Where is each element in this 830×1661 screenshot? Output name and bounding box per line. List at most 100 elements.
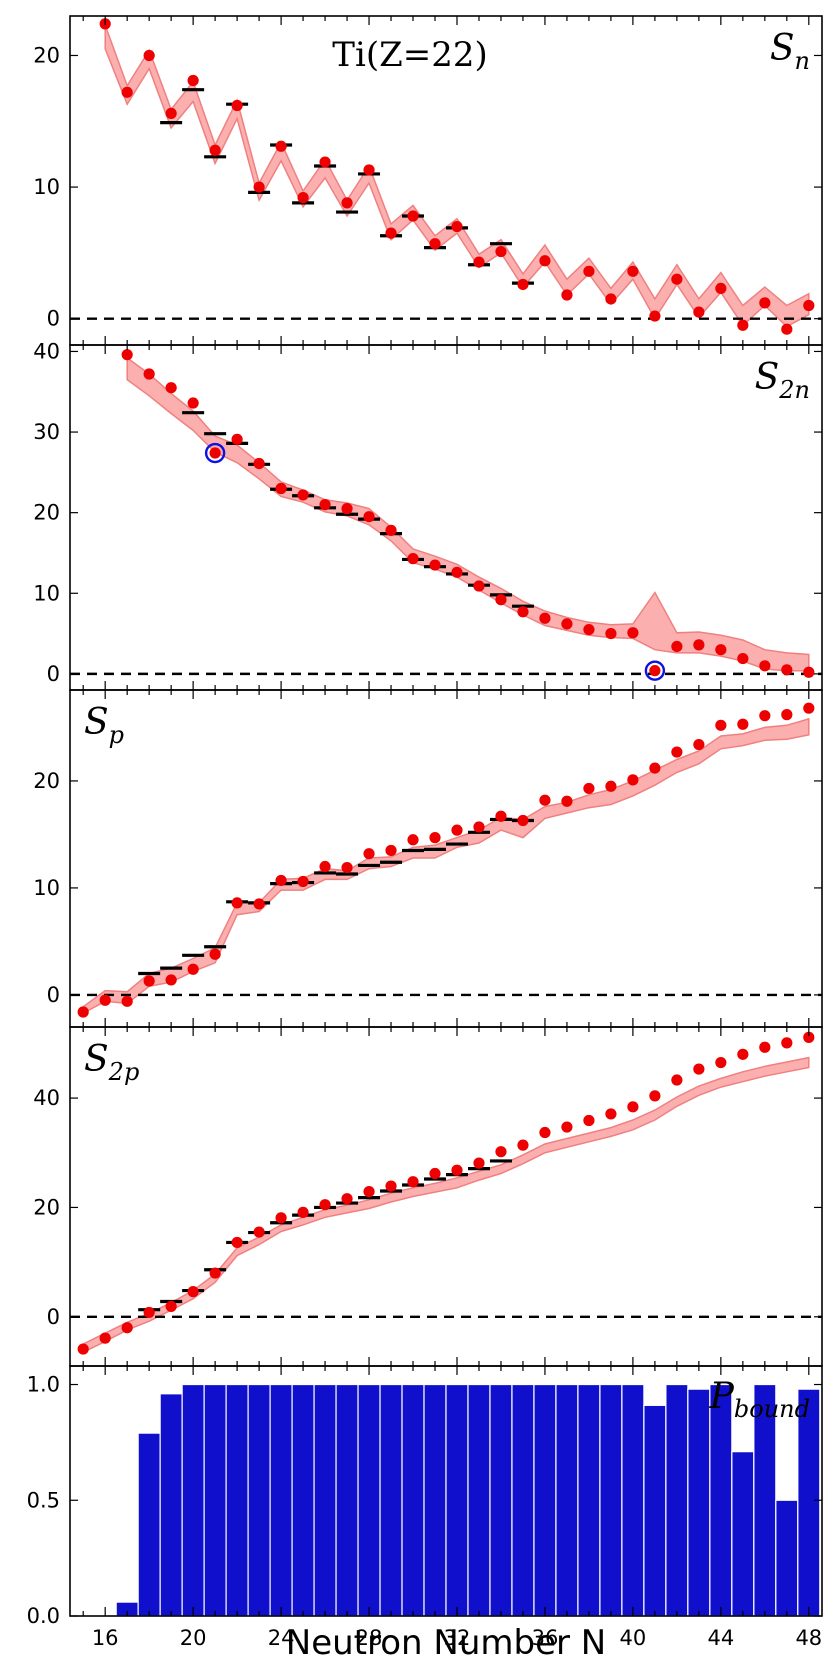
y-tick-label: 10 [33, 581, 60, 605]
probability-bar-N25 [291, 1383, 315, 1616]
prediction-point-N41 [649, 665, 661, 677]
probability-bar-N33 [467, 1383, 491, 1616]
x-axis-label: Neutron Number N [286, 1623, 606, 1661]
chart-title: Ti(Z=22) [332, 35, 487, 75]
prediction-point-N43 [693, 1063, 705, 1075]
prediction-point-N33 [473, 821, 485, 833]
x-tick-label: 44 [707, 1626, 734, 1650]
prediction-point-N21 [209, 1267, 221, 1279]
prediction-point-N36 [539, 612, 551, 624]
x-tick-label: 32 [444, 1626, 471, 1650]
prediction-point-N17 [121, 86, 133, 98]
prediction-point-N35 [517, 814, 529, 827]
prediction-point-N17 [121, 1322, 133, 1334]
panel-label-Sp: Sp [84, 702, 124, 749]
x-tick-label: 24 [268, 1626, 295, 1650]
y-tick-label: 40 [33, 1086, 60, 1110]
probability-bar-N36 [533, 1383, 557, 1616]
prediction-point-N26 [319, 499, 331, 511]
panel-plot-area [70, 702, 822, 1018]
panel-frame [69, 1026, 823, 1367]
prediction-point-N47 [781, 664, 793, 676]
panel-label-S2p: S2p [84, 1039, 139, 1086]
panel-label-S2n: S2n [755, 357, 810, 404]
probability-bar-N24 [269, 1383, 293, 1616]
prediction-point-N29 [385, 227, 397, 239]
prediction-point-N39 [605, 293, 617, 305]
panel-label-sub: 2p [108, 1058, 140, 1086]
prediction-point-N31 [429, 238, 441, 250]
prediction-point-N42 [671, 640, 683, 653]
prediction-point-N39 [605, 627, 617, 640]
prediction-point-N33 [473, 1157, 485, 1169]
prediction-point-N22 [231, 897, 243, 909]
prediction-point-N46 [759, 710, 771, 722]
prediction-point-N25 [297, 1206, 309, 1218]
prediction-point-N45 [737, 1048, 749, 1060]
prediction-point-N22 [231, 433, 243, 445]
prediction-point-N42 [671, 746, 683, 758]
probability-bar-N29 [379, 1383, 403, 1616]
y-tick-label: 0 [47, 983, 60, 1007]
panel-plot-area [115, 1383, 821, 1616]
prediction-point-N39 [605, 1108, 617, 1120]
prediction-point-N26 [319, 156, 331, 168]
prediction-point-N24 [275, 140, 287, 152]
prediction-point-N15 [77, 1006, 89, 1018]
prediction-point-N20 [187, 963, 199, 975]
y-tick-label: 10 [33, 876, 60, 900]
prediction-point-N26 [319, 860, 331, 873]
panel-label-sub: p [109, 721, 124, 749]
prediction-point-N23 [253, 1226, 265, 1238]
prediction-point-N41 [649, 1090, 661, 1102]
prediction-point-N45 [737, 319, 749, 331]
prediction-point-N18 [143, 368, 155, 380]
prediction-point-N20 [187, 74, 199, 87]
prediction-point-N40 [627, 265, 639, 277]
probability-bar-N28 [357, 1383, 381, 1616]
prediction-point-N19 [165, 1300, 177, 1313]
y-tick-label: 0 [47, 662, 60, 686]
panel-Sn: 0 10 20 Sn [33, 15, 823, 346]
prediction-point-N35 [517, 606, 529, 618]
probability-bar-N34 [489, 1383, 513, 1616]
panel-plot-area [70, 18, 822, 335]
prediction-point-N37 [561, 795, 573, 807]
probability-bar-N30 [401, 1383, 425, 1616]
prediction-point-N34 [495, 245, 507, 258]
y-tick-label: 40 [33, 339, 60, 363]
probability-bar-N37 [555, 1383, 579, 1616]
prediction-point-N28 [363, 848, 375, 860]
prediction-point-N44 [715, 1056, 727, 1069]
y-tick-label: 0 [47, 307, 60, 331]
panel-S2p: 0 20 40 S2p [33, 1026, 823, 1367]
prediction-point-N41 [649, 762, 661, 774]
prediction-point-N37 [561, 289, 573, 301]
y-tick-label: 20 [33, 43, 60, 67]
probability-bar-N21 [203, 1383, 227, 1616]
probability-bar-N41 [643, 1404, 667, 1616]
y-tick-label: 20 [33, 1195, 60, 1219]
prediction-point-N38 [583, 1114, 595, 1127]
prediction-point-N28 [363, 1185, 375, 1198]
probability-bar-N27 [335, 1383, 359, 1616]
panel-label-main: S [84, 1039, 109, 1080]
prediction-point-N29 [385, 1180, 397, 1192]
prediction-point-N29 [385, 844, 397, 857]
prediction-point-N34 [495, 1146, 507, 1158]
prediction-point-N48 [803, 1031, 815, 1043]
prediction-point-N25 [297, 192, 309, 204]
panel-label-main: P [709, 1376, 735, 1417]
prediction-point-N33 [473, 580, 485, 592]
prediction-point-N33 [473, 256, 485, 268]
panel-Sp: 0 10 20 Sp [33, 689, 823, 1028]
prediction-point-N34 [495, 594, 507, 606]
prediction-point-N31 [429, 559, 441, 571]
panel-Pbound: 0.0 0.5 1.0 Pbound [27, 1365, 823, 1628]
prediction-point-N45 [737, 718, 749, 730]
prediction-point-N48 [803, 702, 815, 714]
prediction-point-N32 [451, 1164, 463, 1176]
highlight-ring-N41 [644, 660, 666, 681]
prediction-point-N21 [209, 144, 221, 156]
uncertainty-band [82, 717, 810, 1015]
